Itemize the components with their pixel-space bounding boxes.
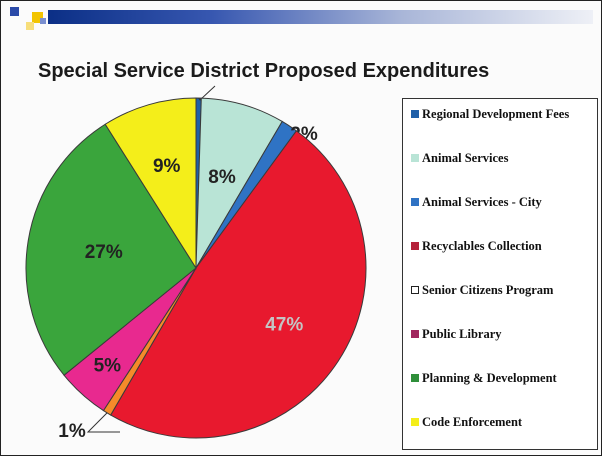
header-gradient-bar	[48, 10, 593, 24]
legend-label: Code Enforcement	[422, 414, 523, 429]
legend-label: Animal Services	[422, 150, 509, 165]
decor-square	[32, 12, 43, 23]
legend-swatch	[411, 110, 419, 118]
legend-item: Recyclables Collection	[411, 237, 542, 255]
legend-swatch	[411, 154, 419, 162]
slice-value-label: 47%	[265, 315, 303, 336]
legend-item: Public Library	[411, 325, 502, 343]
slice-leader-line	[198, 85, 216, 101]
legend-item: Animal Services - City	[411, 193, 542, 211]
legend-item: Code Enforcement	[411, 413, 522, 431]
legend-label: Public Library	[422, 326, 502, 341]
pie-slice	[110, 130, 367, 439]
decor-square	[26, 22, 34, 30]
legend-item: Animal Services	[411, 149, 508, 167]
chart-title: Special Service District Proposed Expend…	[38, 60, 490, 82]
slice-value-label: 5%	[94, 356, 122, 377]
legend-swatch	[411, 418, 419, 426]
slice-value-label: 8%	[208, 167, 236, 188]
legend-label: Recyclables Collection	[422, 238, 542, 253]
legend-item: Regional Development Fees	[411, 105, 569, 123]
legend-swatch	[411, 198, 419, 206]
slice-leader-line	[86, 412, 120, 433]
slice-value-label: 9%	[153, 156, 181, 177]
decor-square	[10, 7, 19, 16]
legend-swatch	[411, 286, 419, 294]
legend-label: Animal Services - City	[422, 194, 542, 209]
legend-swatch	[411, 242, 419, 250]
pie-slice	[25, 123, 197, 376]
legend-item: Senior Citizens Program	[411, 281, 553, 299]
legend-swatch	[411, 330, 419, 338]
slice-value-label: 1%	[58, 421, 86, 442]
pie-slice	[104, 97, 197, 270]
legend-item: Planning & Development	[411, 369, 557, 387]
legend-swatch	[411, 374, 419, 382]
decor-square	[40, 18, 46, 24]
chart-legend: Regional Development Fees Animal Services…	[402, 98, 598, 450]
legend-label: Senior Citizens Program	[422, 282, 554, 297]
slice-value-label: 27%	[85, 242, 123, 263]
legend-label: Planning & Development	[422, 370, 557, 385]
legend-label: Regional Development Fees	[422, 106, 570, 121]
